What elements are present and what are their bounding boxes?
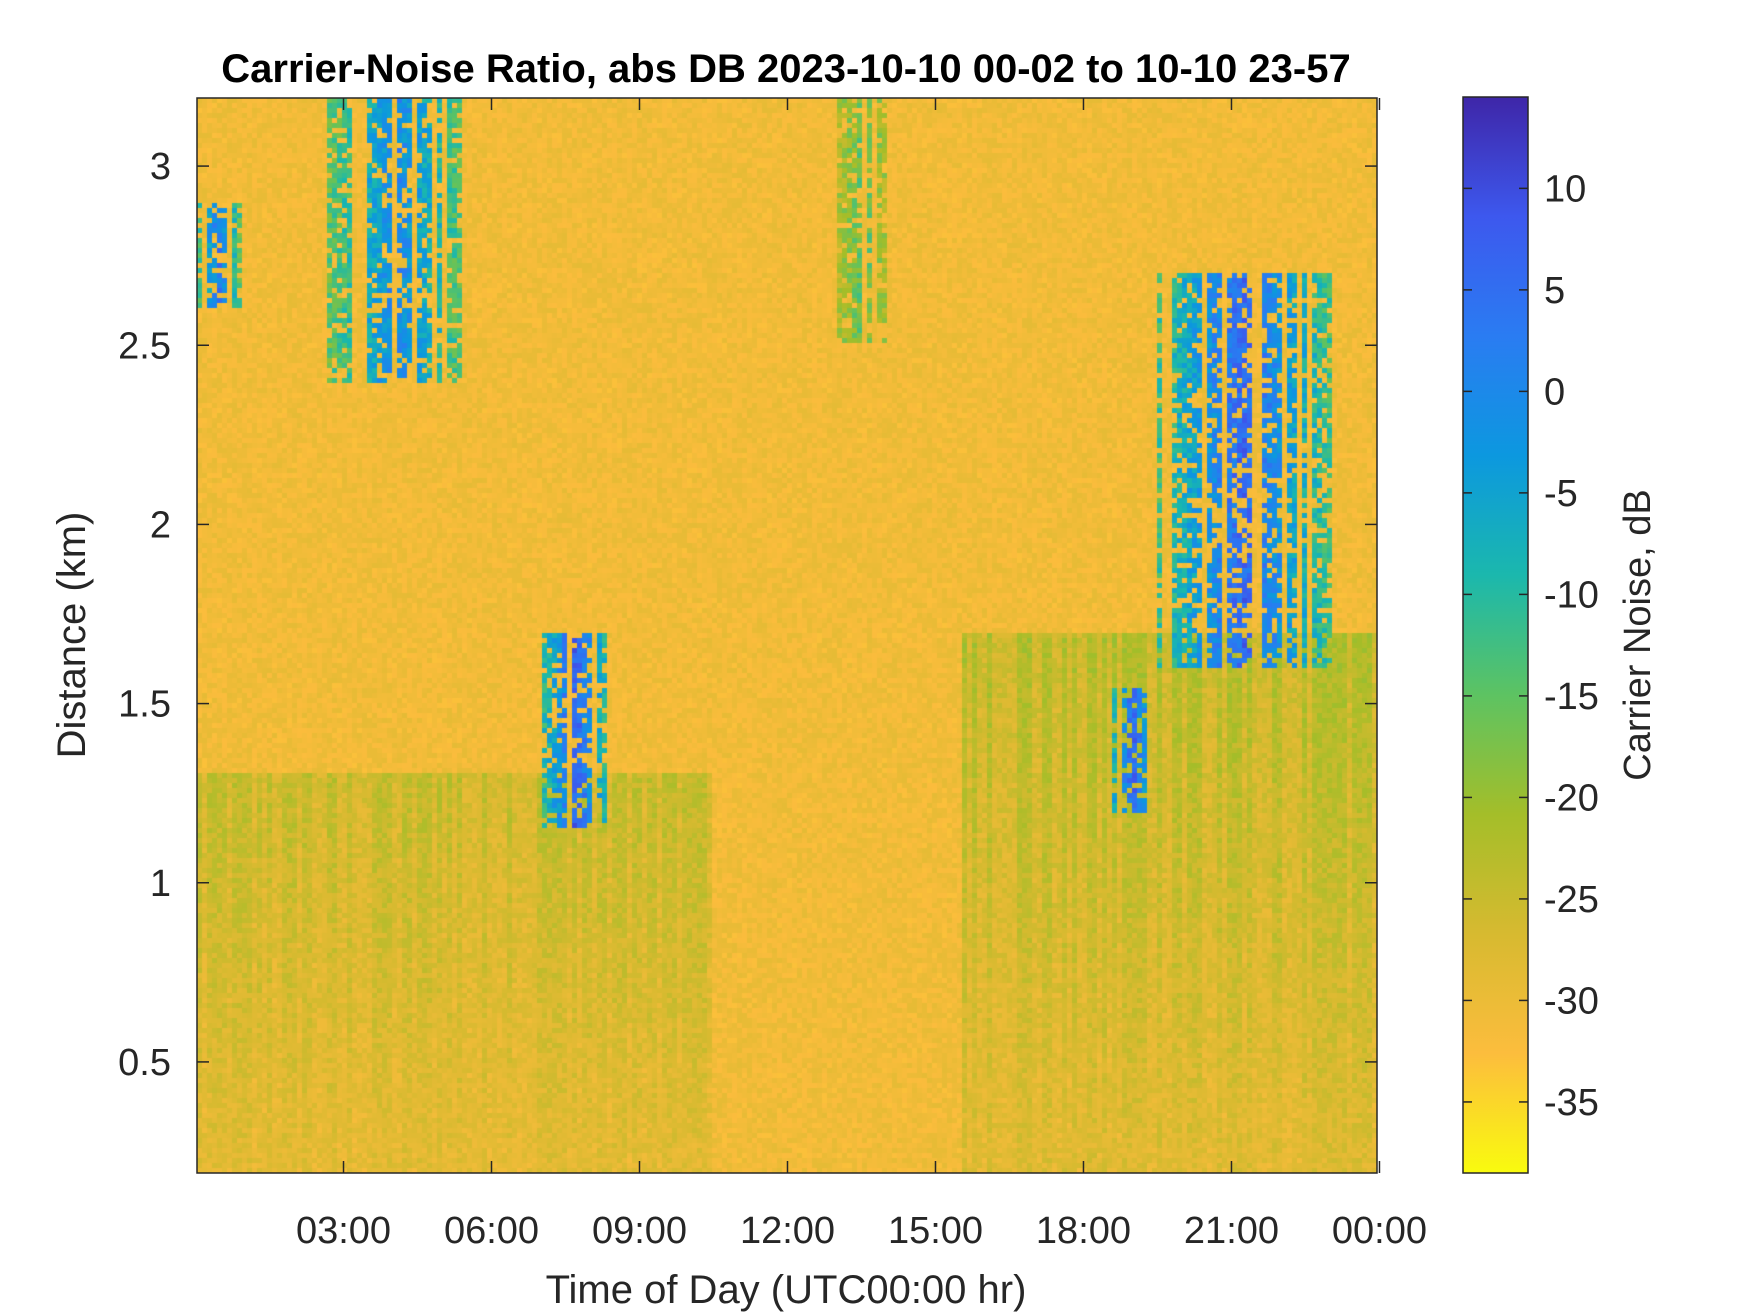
colorbar-tick-label: 0	[1544, 371, 1565, 413]
colorbar-tick-label: 10	[1544, 168, 1586, 210]
colorbar-tick-label: -10	[1544, 574, 1599, 616]
colorbar-tick-label: -30	[1544, 980, 1599, 1022]
x-tick-label: 15:00	[888, 1210, 983, 1252]
x-tick-label: 21:00	[1184, 1210, 1279, 1252]
colorbar-tick-label: -5	[1544, 473, 1578, 515]
x-axis-ticks: 03:00 06:00 09:00 12:00 15:00 18:00 21:00 00:00	[296, 98, 1427, 1252]
colorbar-label: Carrier Noise, dB	[1617, 489, 1659, 780]
y-tick-label: 2	[150, 504, 171, 546]
colorbar	[1462, 96, 1529, 1174]
y-axis-ticks: 0.5 1 1.5 2 2.5 3	[118, 146, 1377, 1084]
y-axis-label: Distance (km)	[50, 512, 94, 759]
x-tick-label: 06:00	[444, 1210, 539, 1252]
colorbar-tick-label: -20	[1544, 777, 1599, 819]
chart-title: Carrier-Noise Ratio, abs DB 2023-10-10 0…	[221, 47, 1350, 91]
colorbar-ticks: 10 5 0 -5 -10 -15 -20 -25 -30 -35	[1463, 168, 1599, 1124]
x-tick-label: 12:00	[740, 1210, 835, 1252]
heatmap-canvas	[197, 98, 1377, 1173]
colorbar-tick-label: 5	[1544, 270, 1565, 312]
y-tick-label: 1	[150, 863, 171, 905]
colorbar-tick-label: -35	[1544, 1082, 1599, 1124]
x-tick-label: 18:00	[1036, 1210, 1131, 1252]
y-tick-label: 2.5	[118, 325, 171, 367]
y-tick-label: 0.5	[118, 1042, 171, 1084]
x-tick-label: 03:00	[296, 1210, 391, 1252]
x-axis-label: Time of Day (UTC00:00 hr)	[546, 1268, 1027, 1312]
x-tick-label: 09:00	[592, 1210, 687, 1252]
y-tick-label: 1.5	[118, 684, 171, 726]
colorbar-tick-label: -25	[1544, 879, 1599, 921]
colorbar-tick-label: -15	[1544, 676, 1599, 718]
x-tick-label: 00:00	[1332, 1210, 1427, 1252]
heatmap-area	[197, 98, 1377, 1173]
y-tick-label: 3	[150, 146, 171, 188]
